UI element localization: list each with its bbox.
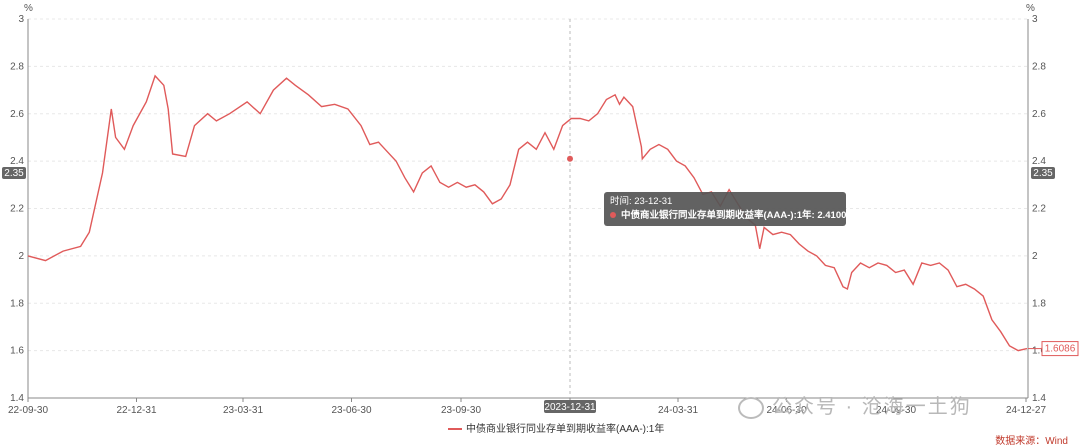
- y-tick-right: 1.6: [1032, 346, 1046, 357]
- x-tick-label: 24-12-27: [1006, 405, 1046, 416]
- x-tick-label: 22-12-31: [116, 405, 156, 416]
- watermark-text: 公众号 · 沧海一土狗: [772, 396, 972, 418]
- axes: [27, 19, 1029, 399]
- last-value-label: 1.6086: [1045, 344, 1076, 355]
- y-tick-left: 2.2: [10, 204, 24, 215]
- last-value-box: [1041, 341, 1079, 357]
- legend[interactable]: 中债商业银行同业存单到期收益率(AAA-):1年: [448, 420, 664, 435]
- y-tick-left: 1.6: [10, 346, 24, 357]
- wechat-icon: [738, 396, 764, 419]
- series-dot-icon: [610, 212, 616, 219]
- y-tick-left: 2.4: [10, 156, 24, 167]
- y-tick-right: 2.4: [1032, 156, 1046, 167]
- grid-lines: [28, 18, 1028, 399]
- tooltip-time: 时间: 23-12-31: [610, 196, 673, 207]
- y-tick-right: 2.8: [1032, 61, 1046, 72]
- x-ticks: 22-09-30 22-12-31 23-03-31 23-06-30 23-09-30…: [8, 398, 1046, 416]
- y-tick-left: 3: [18, 14, 24, 25]
- x-tick-label: 23-09-30: [441, 405, 481, 416]
- y-unit-right: %: [1026, 3, 1035, 14]
- x-tick-label: 22-09-30: [8, 405, 48, 416]
- y-tick-right: 1.8: [1032, 298, 1046, 309]
- x-tick-label: 24-09-30: [876, 405, 916, 416]
- legend-label: 中债商业银行同业存单到期收益率(AAA-):1年: [466, 424, 665, 435]
- data-source: 数据来源：Wind: [995, 436, 1068, 447]
- tooltip: 时间: 23-12-31 中债商业银行同业存单到期收益率(AAA-):1年: 2…: [604, 192, 857, 226]
- watermark: 公众号 · 沧海一土狗: [738, 390, 972, 419]
- markers: 1.6086: [567, 155, 1079, 357]
- x-crosshair-label: 2023-12-31: [544, 402, 596, 413]
- y-unit-left: %: [24, 3, 33, 14]
- crosshair-y-label-right: 2.35: [1033, 168, 1053, 179]
- crosshair-y-label-right-bg: [1031, 166, 1055, 179]
- y-ticks-right: 1.4 1.6 1.8 2 2.2 2.4 2.6 2.8 3: [1032, 14, 1046, 404]
- series-line: [27, 74, 1028, 352]
- y-tick-left: 1.4: [10, 393, 24, 404]
- hover-point: [567, 155, 573, 162]
- tooltip-value-row: 中债商业银行同业存单到期收益率(AAA-):1年: 2.4100 %: [610, 209, 857, 223]
- x-crosshair-label-bg: [544, 400, 596, 413]
- y-tick-right: 3: [1032, 14, 1038, 25]
- y-tick-left: 2.6: [10, 109, 24, 120]
- tooltip-value: 中债商业银行同业存单到期收益率(AAA-):1年: 2.4100 %: [621, 210, 858, 221]
- crosshair-y-label-left: 2.35: [4, 168, 24, 179]
- crosshair-y-label-left-bg: [2, 166, 26, 179]
- y-tick-left: 1.8: [10, 298, 24, 309]
- legend-swatch: [448, 428, 462, 431]
- y-tick-right: 2: [1032, 251, 1038, 262]
- y-tick-right: 2.2: [1032, 204, 1046, 215]
- y-tick-right: 2.6: [1032, 109, 1046, 120]
- y-tick-left: 2.8: [10, 61, 24, 72]
- y-tick-left: 2: [18, 251, 24, 262]
- y-ticks-left: 1.4 1.6 1.8 2 2.2 2.4 2.6 2.8 3: [10, 14, 24, 404]
- crosshair: 2.35 2.35: [2, 19, 1055, 398]
- y-tick-right: 1.4: [1032, 393, 1046, 404]
- x-tick-label: 24-03-31: [658, 405, 698, 416]
- x-tick-label: 23-03-31: [223, 405, 263, 416]
- x-tick-label: 23-06-30: [331, 405, 371, 416]
- x-tick-label: 24-06-30: [766, 405, 806, 416]
